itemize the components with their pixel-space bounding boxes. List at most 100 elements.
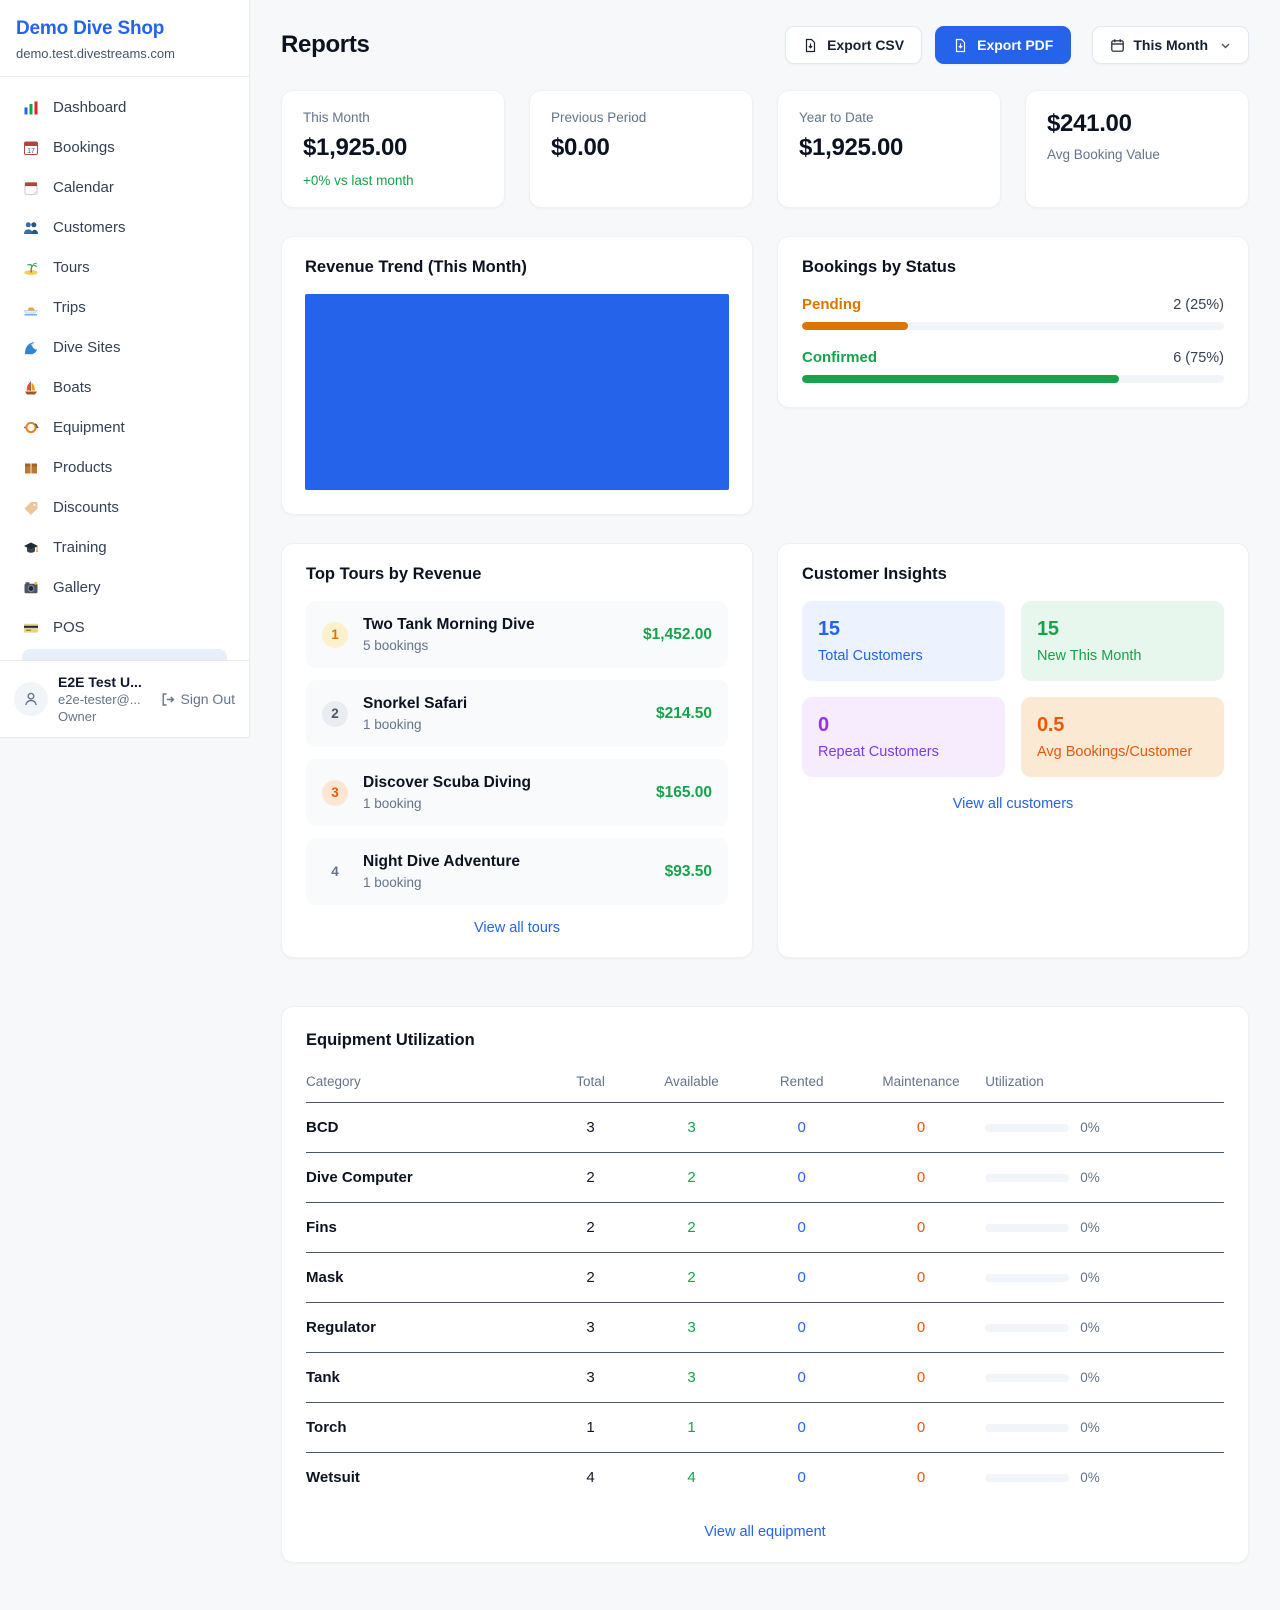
sidebar-item-training[interactable]: Training: [12, 529, 237, 566]
cell-available: 4: [687, 1469, 696, 1486]
utilization-bar: [985, 1423, 1070, 1432]
wave-icon: [22, 340, 40, 356]
tour-bookings: 1 booking: [363, 875, 422, 890]
stats-row: This Month $1,925.00 +0% vs last month P…: [281, 90, 1249, 208]
insight-value: 15: [818, 618, 840, 640]
stat-value: $1,925.00: [799, 134, 904, 161]
table-row: Regulator 3 3 0 0 0%: [306, 1302, 1224, 1353]
table-row: Torch 1 1 0 0 0%: [306, 1402, 1224, 1453]
cell-available: 1: [636, 1402, 747, 1453]
equipment-utilization-title: Equipment Utilization: [306, 1031, 475, 1049]
sidebar-item-label: Equipment: [53, 419, 125, 436]
main-content: Reports Export CSV Export PDF This Month…: [250, 0, 1280, 1603]
page-title: Reports: [281, 31, 370, 58]
sidebar-item-calendar[interactable]: Calendar: [12, 169, 237, 206]
user-icon: [25, 692, 37, 706]
cell-rented: 0: [746, 1402, 857, 1453]
sidebar-item-bookings[interactable]: 17 Bookings: [12, 129, 237, 166]
tour-bookings: 1 booking: [363, 717, 422, 732]
brand-name[interactable]: Demo Dive Shop: [16, 18, 165, 39]
sidebar-item-dashboard[interactable]: Dashboard: [12, 89, 237, 126]
export-pdf-button[interactable]: Export PDF: [935, 26, 1072, 64]
view-all-customers-link[interactable]: View all customers: [952, 796, 1074, 812]
tour-bookings: 5 bookings: [363, 638, 429, 653]
cell-available: 2: [636, 1252, 747, 1303]
tour-revenue: $93.50: [664, 862, 712, 880]
table-row: Fins 2 2 0 0 0%: [306, 1202, 1224, 1253]
sidebar-nav: Dashboard 17 Bookings Calendar Customers…: [0, 77, 249, 660]
calendar-icon: [1111, 38, 1125, 52]
package-icon: [22, 460, 40, 476]
sailboat-icon: [22, 380, 40, 396]
insight-tile-new-this-month: 15 New This Month: [1021, 601, 1224, 681]
cell-available: 2: [636, 1202, 747, 1253]
cell-category: Regulator: [306, 1302, 545, 1353]
cell-maintenance: 0: [856, 1402, 986, 1453]
cell-maintenance: 0: [856, 1202, 986, 1253]
cell-total: 2: [544, 1252, 637, 1303]
stat-label: This Month: [303, 110, 370, 125]
sidebar-item-dive-sites[interactable]: Dive Sites: [12, 329, 237, 366]
revenue-trend-card: Revenue Trend (This Month): [281, 236, 753, 515]
people-icon: [22, 220, 40, 236]
period-dropdown[interactable]: This Month: [1092, 26, 1249, 64]
sidebar-item-customers[interactable]: Customers: [12, 209, 237, 246]
cell-maintenance: 0: [856, 1302, 986, 1353]
cell-available: 3: [636, 1102, 747, 1153]
status-label-pending: Pending: [802, 296, 862, 313]
table-row: Tank 3 3 0 0 0%: [306, 1352, 1224, 1403]
status-count-confirmed: 6 (75%): [1173, 350, 1224, 366]
utilization-bar: [985, 1323, 1070, 1332]
tour-revenue: $214.50: [655, 704, 712, 722]
sidebar-item-label: Gallery: [53, 579, 101, 596]
column-header-rented: Rented: [746, 1062, 857, 1103]
diving-mask-icon: [22, 420, 40, 436]
insight-value: 15: [1037, 618, 1059, 640]
utilization-pct: 0%: [1080, 1120, 1100, 1135]
sidebar-item-trips[interactable]: Trips: [12, 289, 237, 326]
user-name: E2E Test U...: [58, 674, 142, 690]
cell-category: Mask: [306, 1252, 545, 1303]
cell-total: 1: [544, 1402, 637, 1453]
view-all-tours-link[interactable]: View all tours: [474, 920, 560, 936]
cell-total: 2: [544, 1152, 637, 1203]
stat-card-year-to-date: Year to Date $1,925.00: [777, 90, 1001, 208]
sign-out-button[interactable]: Sign Out: [160, 691, 235, 707]
cell-maintenance: 0: [856, 1152, 986, 1203]
cell-rented: 0: [746, 1152, 857, 1203]
table-row: Mask 2 2 0 0 0%: [306, 1252, 1224, 1303]
sidebar-item-tours[interactable]: Tours: [12, 249, 237, 286]
sidebar-item-boats[interactable]: Boats: [12, 369, 237, 406]
cell-rented: 0: [746, 1302, 857, 1353]
tour-revenue: $165.00: [655, 783, 712, 801]
sidebar-item-reports-partial[interactable]: [22, 649, 227, 660]
chevron-down-icon: [1220, 40, 1231, 51]
insight-label: Avg Bookings/Customer: [1037, 744, 1193, 760]
sidebar-item-gallery[interactable]: Gallery: [12, 569, 237, 606]
status-label-confirmed: Confirmed: [802, 349, 877, 366]
sidebar-item-discounts[interactable]: Discounts: [12, 489, 237, 526]
user-panel: E2E Test U... e2e-tester@... Owner Sign …: [0, 660, 249, 737]
export-csv-button[interactable]: Export CSV: [785, 26, 923, 64]
revenue-trend-title: Revenue Trend (This Month): [305, 258, 527, 276]
stat-card-avg-booking-value: $241.00 Avg Booking Value: [1025, 90, 1249, 208]
sidebar-item-equipment[interactable]: Equipment: [12, 409, 237, 446]
tour-row: 2 Snorkel Safari 1 booking $214.50: [306, 680, 728, 747]
status-count-pending: 2 (25%): [1173, 297, 1224, 313]
stat-label: Year to Date: [799, 110, 874, 125]
cell-category: Torch: [306, 1402, 545, 1453]
sidebar-item-pos[interactable]: POS: [12, 609, 237, 646]
sidebar-item-products[interactable]: Products: [12, 449, 237, 486]
table-row: Wetsuit 4 4 0 0 0%: [306, 1453, 1224, 1503]
sidebar-item-label: Tours: [53, 259, 90, 276]
insight-value: 0: [818, 714, 829, 736]
utilization-pct: 0%: [1080, 1220, 1100, 1235]
view-all-equipment-link[interactable]: View all equipment: [704, 1524, 826, 1540]
utilization-pct: 0%: [1080, 1420, 1100, 1435]
avatar: [14, 682, 48, 716]
credit-card-icon: [22, 620, 40, 636]
tour-bookings: 1 booking: [363, 796, 422, 811]
file-export-icon: [956, 38, 966, 52]
progress-track: [802, 375, 1224, 383]
sidebar-item-label: Products: [53, 459, 113, 476]
